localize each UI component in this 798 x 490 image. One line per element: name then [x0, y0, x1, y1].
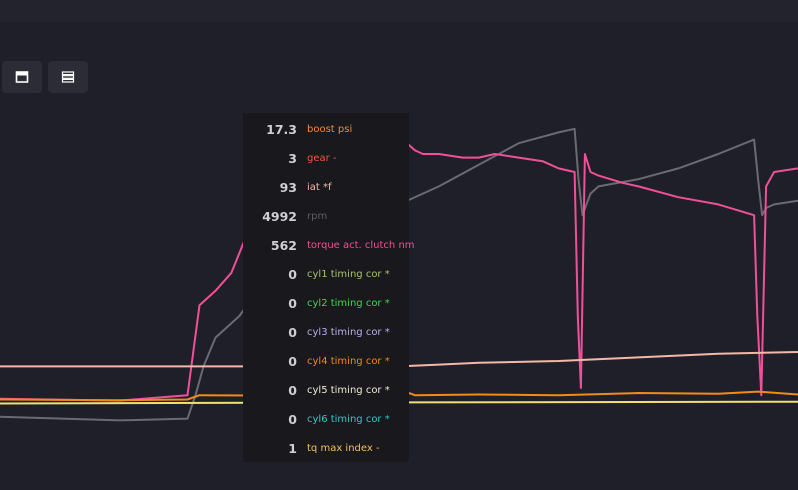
stacked-panels-layout-button[interactable]	[48, 61, 88, 93]
tooltip-row: 0 cyl4 timing cor *	[243, 351, 409, 371]
tooltip-value: 0	[288, 412, 297, 427]
tooltip-label: cyl3 timing cor *	[307, 327, 390, 338]
tooltip-row: 3 gear -	[243, 148, 409, 168]
tooltip-value: 93	[279, 180, 297, 195]
tooltip-label: cyl1 timing cor *	[307, 269, 390, 280]
tooltip-value: 0	[288, 296, 297, 311]
tooltip-label: rpm	[307, 211, 328, 222]
tooltip-value: 0	[288, 325, 297, 340]
tooltip-row: 0 cyl3 timing cor *	[243, 322, 409, 342]
tooltip-row: 17.3 boost psi	[243, 119, 409, 139]
tooltip-value: 0	[288, 267, 297, 282]
data-tooltip: 17.3 boost psi 3 gear - 93 iat *f 4992 rpm 562 to…	[243, 113, 415, 462]
tooltip-label: torque act. clutch nm	[307, 240, 415, 251]
tooltip-label: cyl5 timing cor *	[307, 385, 390, 396]
series-line-0	[0, 127, 798, 422]
stacked-panels-icon	[61, 71, 75, 83]
tooltip-row: 4992 rpm	[243, 206, 409, 226]
tooltip-row: 0 cyl5 timing cor *	[243, 380, 409, 400]
tooltip-label: tq max index -	[307, 443, 380, 454]
single-panel-icon	[15, 71, 29, 83]
tooltip-label: boost psi	[307, 124, 353, 135]
tooltip-value: 4992	[262, 209, 297, 224]
tooltip-value: 0	[288, 383, 297, 398]
tooltip-row: 0 cyl1 timing cor *	[243, 264, 409, 284]
tooltip-row: 1 tq max index -	[243, 438, 409, 458]
tooltip-label: cyl4 timing cor *	[307, 356, 390, 367]
tooltip-value: 562	[270, 238, 297, 253]
tooltip-value: 0	[288, 354, 297, 369]
tooltip-label: gear -	[307, 153, 337, 164]
tooltip-row: 0 cyl6 timing cor *	[243, 409, 409, 429]
tooltip-label: iat *f	[307, 182, 332, 193]
single-panel-layout-button[interactable]	[2, 61, 42, 93]
tooltip-value: 17.3	[266, 122, 297, 137]
tooltip-value: 1	[288, 441, 297, 456]
tooltip-row: 0 cyl2 timing cor *	[243, 293, 409, 313]
tooltip-value: 3	[288, 151, 297, 166]
tooltip-label: cyl2 timing cor *	[307, 298, 390, 309]
top-bar	[0, 0, 798, 22]
tooltip-row: 93 iat *f	[243, 177, 409, 197]
tooltip-label: cyl6 timing cor *	[307, 414, 390, 425]
tooltip-row: 562 torque act. clutch nm	[243, 235, 415, 255]
series-line-3	[0, 390, 798, 402]
